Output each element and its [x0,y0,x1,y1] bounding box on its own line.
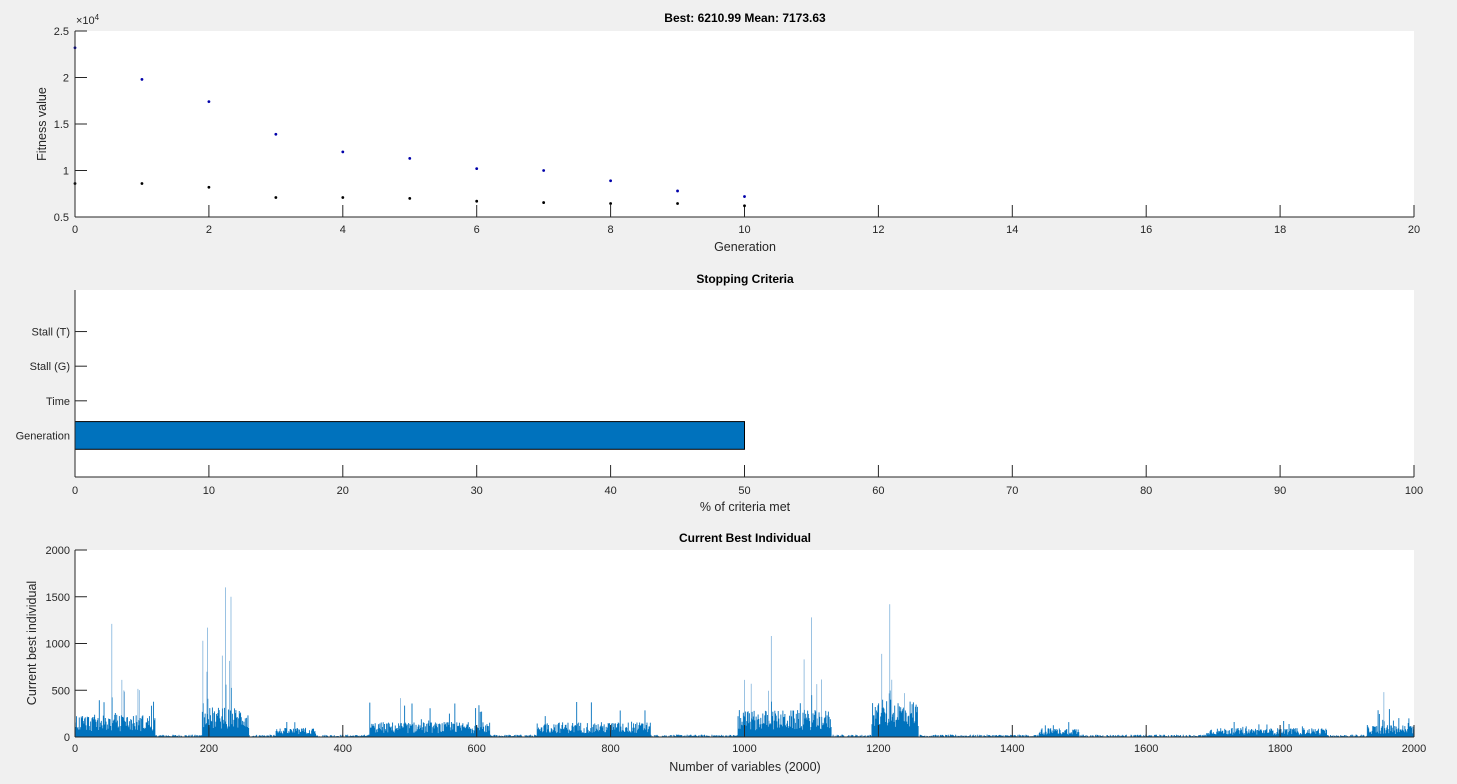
best-xtick-label: 200 [200,743,218,755]
best-ytick-label: 1500 [46,592,70,604]
best-xtick-label: 0 [72,743,78,755]
criteria-xtick-label: 30 [471,485,483,497]
best-fitness-point [676,202,679,205]
criteria-xtick-label: 40 [604,485,616,497]
fitness-axes-background [75,31,1414,217]
fitness-y-exponent: ×104 [76,13,100,27]
best-fitness-point [743,204,746,208]
best-xtick-label: 1600 [1134,743,1158,755]
criteria-xtick-label: 50 [738,485,750,497]
mean-fitness-point [274,132,278,136]
fitness-ytick-label: 0.5 [54,212,69,224]
criteria-xtick-label: 70 [1006,485,1018,497]
best-fitness-point [542,201,546,204]
mean-fitness-point [140,77,144,81]
criteria-category-label: Stall (T) [32,327,71,339]
mean-fitness-point [743,195,746,198]
best-fitness-point [609,202,612,205]
mean-fitness-point [207,100,211,104]
best-ytick-label: 500 [52,685,70,697]
criteria-bar-generation [74,421,745,450]
best-ytick-label: 1000 [46,639,70,651]
best-xtick-label: 1800 [1268,743,1292,755]
best-xtick-label: 400 [334,743,352,755]
best-xtick-label: 1200 [866,743,890,755]
best-ytick-label: 2000 [46,545,70,557]
fitness-xtick-label: 18 [1274,224,1286,236]
stopping-criteria-plot: Stopping Criteria % of criteria met 0 10 2… [16,272,1424,514]
best-fitness-point [140,182,144,185]
best-fitness-point [274,196,278,199]
mean-fitness-point [609,179,612,183]
fitness-xtick-label: 10 [738,224,750,236]
fitness-xtick-label: 12 [872,224,884,236]
best-xtick-label: 600 [468,743,486,755]
fitness-ytick-label: 2.5 [54,26,69,38]
best-fitness-point [341,196,345,199]
mean-fitness-point [542,169,546,172]
current-best-plot: Current Best Individual Number of variab… [25,531,1426,774]
criteria-xtick-label: 60 [872,485,884,497]
criteria-xtick-label: 10 [203,485,215,497]
best-ytick-label: 0 [64,732,70,744]
best-title: Current Best Individual [679,531,811,545]
criteria-title: Stopping Criteria [696,272,794,286]
mean-fitness-point [475,167,479,171]
mean-fitness-point [676,189,679,193]
fitness-xtick-label: 6 [474,224,480,236]
mean-fitness-point [341,150,345,154]
fitness-xtick-label: 20 [1408,224,1420,236]
fitness-xtick-label: 4 [340,224,346,236]
best-xlabel: Number of variables (2000) [669,760,820,774]
criteria-xlabel: % of criteria met [700,500,791,514]
criteria-category-label: Generation [16,430,70,442]
fitness-xtick-label: 8 [608,224,614,236]
best-fitness-point [408,197,412,200]
criteria-xtick-label: 80 [1140,485,1152,497]
fitness-xlabel: Generation [714,240,776,254]
best-xtick-label: 1400 [1000,743,1024,755]
best-ylabel: Current best individual [25,581,39,705]
fitness-xtick-label: 0 [72,224,78,236]
best-fitness-point [207,185,211,189]
criteria-category-label: Time [46,396,70,408]
fitness-ylabel: Fitness value [35,87,49,161]
fitness-xtick-label: 16 [1140,224,1152,236]
criteria-xtick-label: 100 [1405,485,1423,497]
fitness-xtick-label: 2 [206,224,212,236]
fitness-plot: Best: 6210.99 Mean: 7173.63 Generation F… [35,11,1420,254]
best-xtick-label: 1000 [732,743,756,755]
fitness-title: Best: 6210.99 Mean: 7173.63 [664,11,826,25]
fitness-ytick-label: 1.5 [54,119,69,131]
fitness-ytick-label: 1 [63,166,69,178]
best-xtick-label: 2000 [1402,743,1426,755]
fitness-ytick-label: 2 [63,73,69,85]
best-fitness-point [475,199,479,203]
criteria-xtick-label: 0 [72,485,78,497]
criteria-category-label: Stall (G) [30,361,70,373]
mean-fitness-point [408,157,412,160]
criteria-xtick-label: 20 [337,485,349,497]
best-xtick-label: 800 [601,743,619,755]
criteria-xtick-label: 90 [1274,485,1286,497]
fitness-xtick-label: 14 [1006,224,1018,236]
